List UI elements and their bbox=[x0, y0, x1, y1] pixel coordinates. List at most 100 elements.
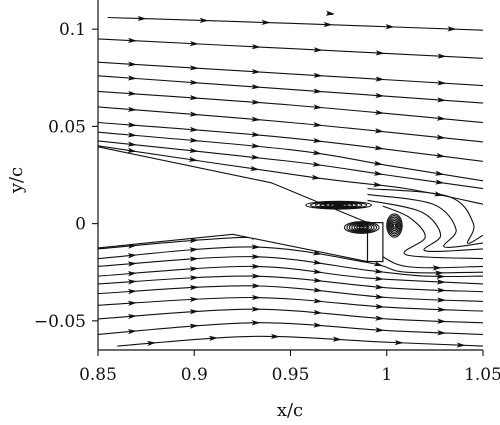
flow-arrow bbox=[312, 149, 323, 156]
flow-arrow bbox=[437, 53, 447, 59]
wake-streamline bbox=[367, 193, 483, 249]
flow-arrow bbox=[435, 179, 445, 185]
flow-arrow bbox=[251, 283, 261, 289]
flow-arrow bbox=[313, 47, 323, 53]
flow-arrow bbox=[189, 285, 199, 291]
flow-arrow bbox=[313, 88, 323, 94]
streamline bbox=[98, 256, 483, 278]
flow-arrow bbox=[394, 339, 404, 346]
x-tick-label: 0.95 bbox=[272, 365, 310, 385]
vortex-ring bbox=[346, 221, 378, 234]
flow-arrow bbox=[373, 170, 384, 176]
streamline bbox=[98, 90, 483, 124]
flow-arrow bbox=[375, 109, 385, 116]
flow-arrow bbox=[313, 72, 323, 78]
vortex-ring bbox=[328, 203, 349, 207]
flow-arrow bbox=[251, 294, 261, 301]
streamline bbox=[98, 322, 483, 335]
flow-arrow bbox=[127, 132, 137, 138]
flow-arrow bbox=[251, 320, 261, 326]
flow-arrow bbox=[251, 273, 261, 279]
flow-arrow bbox=[189, 40, 199, 47]
flow-arrow bbox=[251, 143, 261, 149]
streamline bbox=[98, 131, 483, 182]
axes-group: 0.85 0.9 0.95 1 1.05 −0.05 0 0.05 0.1 bbox=[34, 0, 500, 385]
flow-arrow bbox=[261, 19, 271, 25]
flow-arrow bbox=[373, 181, 383, 188]
flow-arrow bbox=[189, 323, 199, 329]
flow-arrow bbox=[373, 261, 384, 267]
x-tick-label: 1.05 bbox=[464, 365, 500, 385]
flow-arrow bbox=[436, 115, 446, 121]
flow-arrow bbox=[127, 271, 137, 277]
flow-arrow bbox=[189, 137, 199, 143]
wake-streamline bbox=[382, 205, 483, 260]
streamline bbox=[107, 16, 483, 31]
streamline bbox=[98, 275, 483, 293]
flow-arrow bbox=[189, 275, 199, 281]
streamline bbox=[98, 75, 483, 104]
y-tick-label: 0 bbox=[75, 215, 86, 235]
flow-arrow bbox=[127, 75, 138, 81]
x-tick-label: 0.85 bbox=[79, 365, 117, 385]
streamlines-group bbox=[98, 10, 483, 348]
flow-arrow bbox=[250, 154, 261, 160]
flow-arrow bbox=[375, 92, 385, 99]
y-tick-label: 0.1 bbox=[59, 20, 86, 40]
vortex-ring bbox=[310, 201, 368, 210]
flow-arrow bbox=[251, 116, 261, 122]
flow-arrow bbox=[189, 296, 199, 303]
flow-arrow bbox=[251, 84, 261, 90]
vortex bbox=[343, 221, 380, 234]
flow-arrow bbox=[437, 330, 447, 336]
streamline bbox=[98, 61, 483, 87]
flow-arrow bbox=[437, 80, 447, 86]
streamline bbox=[98, 285, 483, 302]
vortex-ring bbox=[387, 215, 402, 237]
flow-arrow bbox=[375, 284, 385, 290]
flow-arrow bbox=[189, 247, 199, 253]
flow-arrow bbox=[251, 131, 261, 138]
flow-arrow bbox=[127, 289, 138, 295]
streamline bbox=[98, 106, 483, 143]
vortex-ring bbox=[348, 222, 375, 233]
flow-arrow bbox=[127, 147, 137, 153]
vortex-ring bbox=[305, 200, 372, 210]
flow-arrow bbox=[432, 265, 442, 271]
flow-arrow bbox=[127, 61, 138, 67]
vortex-ring bbox=[343, 221, 380, 234]
flow-arrow bbox=[189, 147, 199, 154]
flow-arrow bbox=[250, 165, 260, 171]
streamline bbox=[98, 296, 483, 312]
flow-arrow bbox=[189, 65, 199, 71]
flow-arrow bbox=[313, 137, 323, 144]
flow-arrow bbox=[374, 268, 384, 274]
vortex-ring bbox=[351, 223, 373, 232]
flow-arrow bbox=[375, 76, 385, 82]
flow-arrow bbox=[323, 21, 333, 28]
flow-arrow bbox=[127, 300, 138, 306]
flow-arrow bbox=[127, 122, 137, 128]
flow-arrow bbox=[127, 279, 138, 285]
flow-arrow bbox=[127, 313, 137, 320]
flow-arrow bbox=[137, 15, 147, 22]
flow-arrow bbox=[189, 126, 199, 132]
flow-arrow bbox=[127, 261, 137, 267]
flow-arrow bbox=[456, 342, 466, 348]
airfoil-trailing-edge bbox=[98, 146, 368, 262]
y-axis-label: y/c bbox=[6, 167, 27, 194]
flow-arrow bbox=[325, 10, 335, 16]
flow-arrow bbox=[436, 279, 446, 285]
flow-arrow bbox=[146, 340, 157, 347]
streamline bbox=[117, 335, 483, 347]
flow-arrow bbox=[313, 268, 323, 275]
streamline bbox=[98, 140, 483, 190]
vortex-ring bbox=[388, 216, 401, 235]
flow-arrow bbox=[127, 106, 137, 112]
vortex-ring bbox=[392, 223, 397, 228]
vortex-ring bbox=[391, 221, 398, 230]
vortex-ring bbox=[324, 202, 354, 208]
streamline bbox=[98, 121, 483, 162]
flow-arrow bbox=[189, 256, 199, 262]
